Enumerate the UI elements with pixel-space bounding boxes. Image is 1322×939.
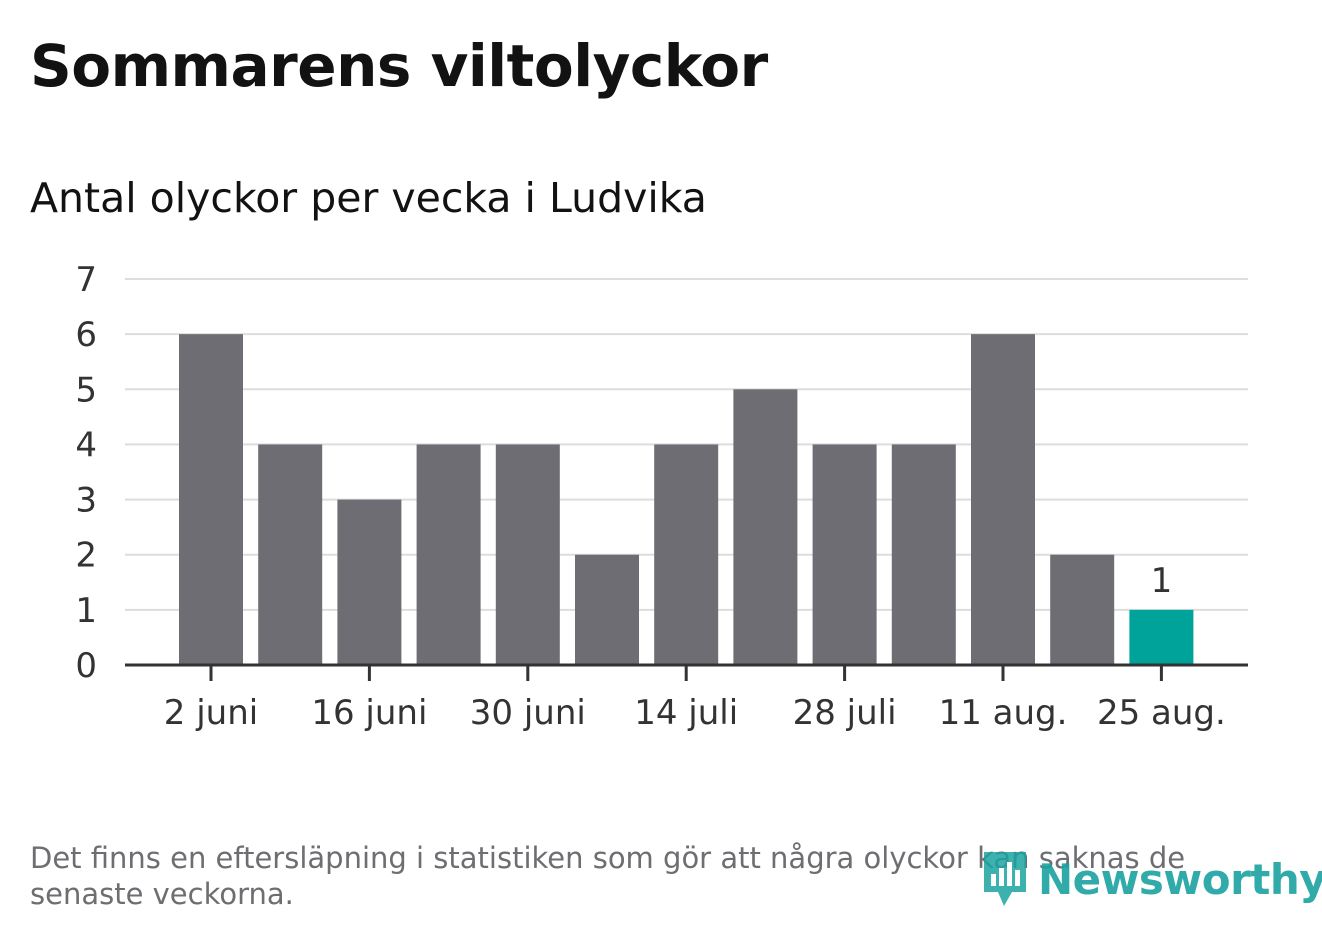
y-tick-label: 1 (75, 591, 97, 631)
y-tick-label: 0 (75, 646, 97, 686)
bar (654, 444, 719, 665)
x-axis-ticks: 2 juni 16 juni 30 juni 14 juli 28 juli 11 aug… (164, 665, 1226, 733)
chart-title: Sommarens viltolyckor (30, 32, 768, 100)
bar (416, 444, 481, 665)
newsworthy-logo-icon (984, 852, 1026, 906)
bar (733, 389, 798, 665)
x-tick-label: 28 juli (793, 693, 897, 733)
y-tick-label: 3 (75, 481, 97, 521)
bar (575, 554, 639, 665)
y-tick-label: 2 (75, 536, 97, 576)
y-axis-ticks: 0 1 2 3 4 5 6 7 (75, 260, 97, 686)
bar (891, 444, 956, 665)
newsworthy-logo: Newsworthy (980, 848, 1322, 910)
y-tick-label: 6 (75, 315, 97, 355)
x-tick-label: 30 juni (470, 693, 586, 733)
logo-text: Newsworthy (1038, 854, 1322, 904)
y-tick-label: 4 (75, 425, 97, 465)
bar (812, 444, 877, 665)
bar (179, 334, 243, 665)
y-tick-label: 7 (75, 260, 97, 300)
bar (1129, 609, 1194, 665)
bar (971, 334, 1035, 665)
y-tick-label: 5 (75, 370, 97, 410)
bar (258, 444, 323, 665)
chart-subtitle: Antal olyckor per vecka i Ludvika (30, 174, 707, 222)
bar-chart: 0 1 2 3 4 5 6 7 1 2 juni 16 juni 30 juni 14 juli 28… (75, 260, 1248, 733)
data-labels: 1 (1151, 561, 1173, 601)
bar (495, 444, 560, 665)
x-tick-label: 11 aug. (939, 693, 1068, 733)
bar (337, 499, 402, 665)
bar (1050, 554, 1115, 665)
bars (179, 334, 1194, 665)
data-label: 1 (1151, 561, 1173, 601)
x-tick-label: 14 juli (634, 693, 738, 733)
x-tick-label: 16 juni (311, 693, 427, 733)
x-tick-label: 2 juni (164, 693, 258, 733)
x-tick-label: 25 aug. (1097, 693, 1226, 733)
